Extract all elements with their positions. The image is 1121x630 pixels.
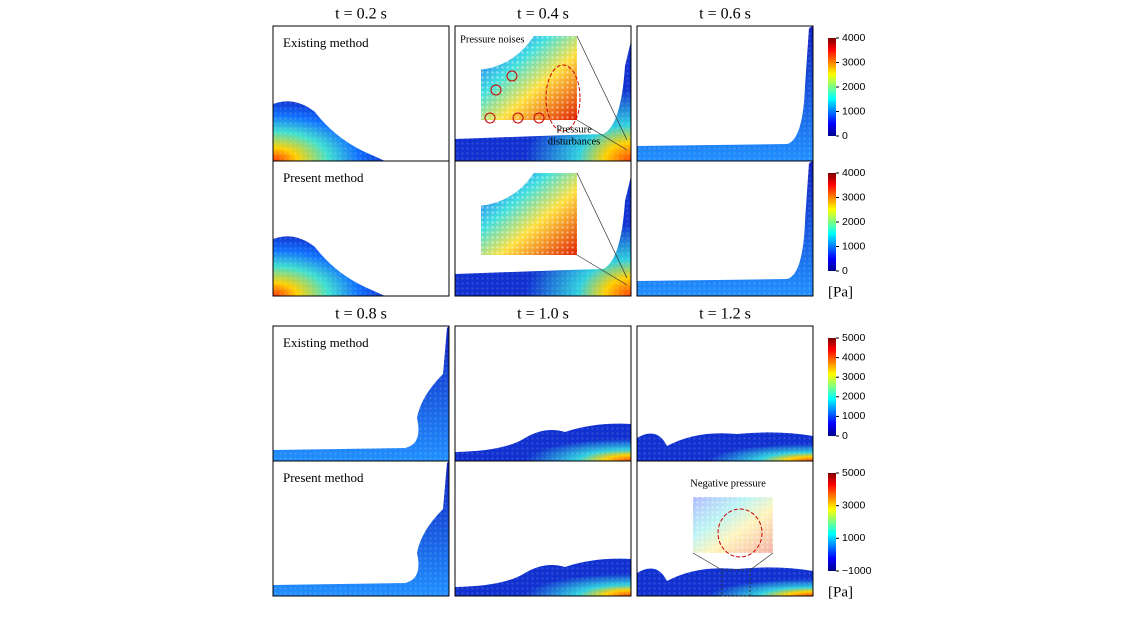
particles	[273, 326, 449, 461]
annotation: Pressure noises	[460, 34, 524, 45]
panel	[636, 460, 814, 597]
particles	[273, 461, 449, 596]
colorbar-tick-label: 4000	[842, 351, 866, 363]
zoom-line	[692, 552, 723, 571]
inset-present-dots	[481, 173, 577, 255]
noise-marker	[512, 112, 524, 124]
annotation: Pressure	[556, 124, 592, 135]
time-label: t = 0.8 s	[335, 306, 387, 323]
colorbar	[828, 338, 836, 436]
zoom-line	[576, 254, 628, 286]
noise-marker	[484, 112, 496, 124]
unit-label: [Pa]	[828, 584, 853, 600]
particles	[637, 432, 813, 461]
marker-ellipse	[545, 64, 581, 132]
time-label: t = 1.2 s	[699, 306, 751, 323]
row-label: Present method	[283, 170, 364, 185]
colorbar-tick-label: 1000	[842, 240, 866, 252]
unit-label: [Pa]	[828, 284, 853, 300]
zoom-line	[749, 552, 774, 571]
colorbar-tick-label: 0	[842, 130, 848, 142]
time-label: t = 0.2 s	[335, 6, 387, 23]
time-label: t = 0.4 s	[517, 6, 569, 23]
particles	[273, 236, 385, 296]
particles	[637, 161, 813, 296]
panel-frame	[636, 160, 814, 297]
panel: Present method	[272, 160, 450, 297]
panel: Existing method	[272, 25, 450, 162]
panel-frame	[454, 460, 632, 597]
particles	[455, 558, 631, 596]
panel: Existing method	[272, 325, 450, 462]
fluid	[637, 26, 813, 161]
colorbar	[828, 38, 836, 136]
zoom-line	[576, 119, 628, 151]
panel-frame	[636, 460, 814, 597]
particles	[273, 101, 385, 161]
panel	[636, 25, 814, 162]
time-label: t = 1.0 s	[517, 306, 569, 323]
fluid	[637, 161, 813, 296]
marker-ellipse	[717, 508, 763, 558]
colorbar-tick-label: 3000	[842, 56, 866, 68]
panel	[454, 160, 632, 297]
colorbar-tick-label: 2000	[842, 81, 866, 93]
noise-marker	[490, 84, 502, 96]
particles	[455, 423, 631, 461]
colorbar-tick-label: 5000	[842, 332, 866, 344]
colorbar-tick-label: 2000	[842, 391, 866, 403]
inset-negative-dots	[693, 497, 773, 553]
zoom-line	[576, 35, 628, 141]
annotation: disturbances	[548, 136, 601, 147]
colorbar-tick-label: 3000	[842, 499, 866, 511]
panel	[636, 325, 814, 462]
annotation: Negative pressure	[690, 478, 766, 489]
panel-frame	[272, 160, 450, 297]
colorbar	[828, 473, 836, 571]
row-label: Present method	[283, 470, 364, 485]
colorbar-tick-label: 1000	[842, 410, 866, 422]
zoom-box	[721, 569, 751, 597]
colorbar-tick-label: 0	[842, 265, 848, 277]
colorbar-tick-label: 1000	[842, 532, 866, 544]
panel	[454, 460, 632, 597]
colorbar-tick-label: 0	[842, 430, 848, 442]
zoom-line	[576, 172, 628, 279]
particles	[455, 176, 631, 296]
colorbar	[828, 173, 836, 271]
row-label: Existing method	[283, 335, 369, 350]
panel-frame	[454, 160, 632, 297]
colorbar-tick-label: 5000	[842, 467, 866, 479]
particles	[637, 26, 813, 161]
colorbar-tick-label: 4000	[842, 167, 866, 179]
particles	[637, 567, 813, 596]
panel: Present method	[272, 460, 450, 597]
noise-marker	[506, 70, 518, 82]
colorbar-tick-label: 3000	[842, 371, 866, 383]
panel-frame	[272, 460, 450, 597]
noise-marker	[533, 112, 545, 124]
panel	[636, 160, 814, 297]
time-label: t = 0.6 s	[699, 6, 751, 23]
colorbar-tick-label: 3000	[842, 191, 866, 203]
colorbar-tick-label: 2000	[842, 216, 866, 228]
colorbar-tick-label: 1000	[842, 105, 866, 117]
particles	[455, 41, 631, 161]
colorbar-tick-label: −1000	[842, 565, 872, 577]
panel	[454, 325, 632, 462]
inset-existing-dots	[481, 36, 577, 120]
panel-frame	[636, 25, 814, 162]
colorbar-tick-label: 4000	[842, 32, 866, 44]
row-label: Existing method	[283, 35, 369, 50]
